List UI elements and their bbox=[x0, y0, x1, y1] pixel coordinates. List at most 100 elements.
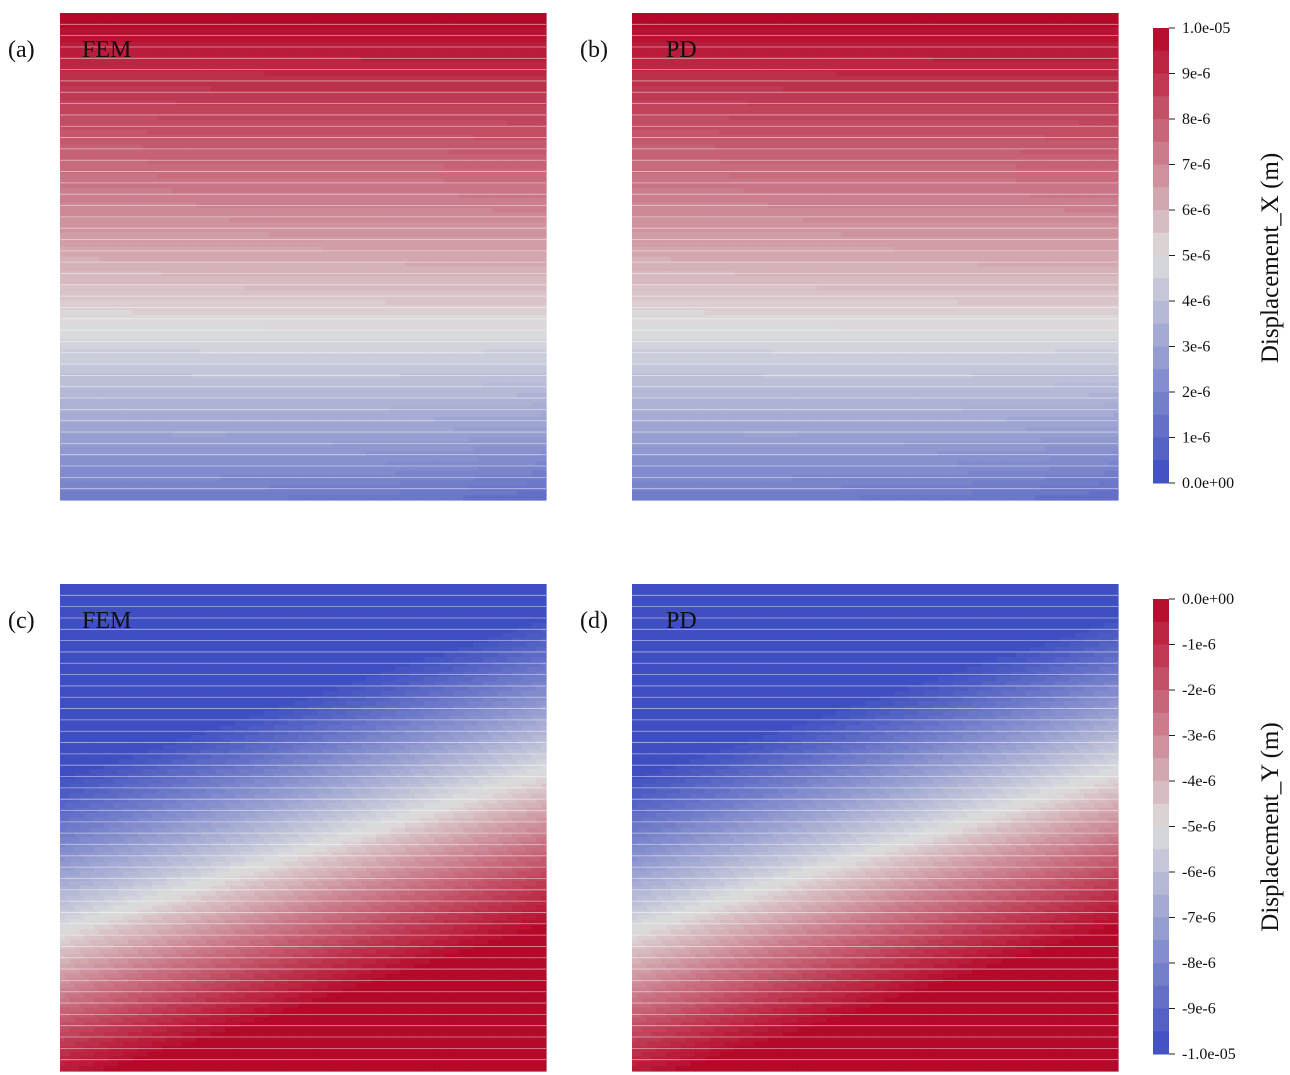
field-cell bbox=[245, 62, 250, 67]
field-cell bbox=[444, 13, 449, 18]
field-cell bbox=[240, 18, 245, 23]
field-cell bbox=[405, 52, 410, 57]
field-cell bbox=[429, 52, 434, 57]
field-cell bbox=[147, 13, 152, 18]
field-cell bbox=[434, 37, 439, 42]
field-cell bbox=[434, 32, 439, 37]
field-cell bbox=[361, 62, 366, 67]
field-cell bbox=[531, 13, 536, 18]
field-cell bbox=[313, 52, 318, 57]
field-cell bbox=[191, 62, 196, 67]
field-cell bbox=[152, 18, 157, 23]
field-cell bbox=[386, 32, 391, 37]
field-cell bbox=[138, 37, 143, 42]
field-cell bbox=[410, 23, 415, 28]
field-cell bbox=[527, 18, 532, 23]
field-cell bbox=[274, 37, 279, 42]
field-cell bbox=[143, 32, 148, 37]
field-cell bbox=[512, 32, 517, 37]
field-cell bbox=[182, 47, 187, 52]
field-cell bbox=[235, 18, 240, 23]
field-cell bbox=[84, 13, 89, 18]
field-cell bbox=[332, 23, 337, 28]
field-cell bbox=[118, 23, 123, 28]
field-cell bbox=[390, 32, 395, 37]
field-cell bbox=[361, 37, 366, 42]
field-cell bbox=[269, 62, 274, 67]
field-cell bbox=[138, 23, 143, 28]
field-cell bbox=[186, 57, 191, 62]
field-cell bbox=[429, 23, 434, 28]
field-cell bbox=[502, 62, 507, 67]
field-cell bbox=[225, 47, 230, 52]
field-cell bbox=[70, 32, 75, 37]
field-cell bbox=[463, 18, 468, 23]
field-cell bbox=[410, 47, 415, 52]
field-cell bbox=[259, 62, 264, 67]
field-cell bbox=[259, 32, 264, 37]
field-cell bbox=[390, 57, 395, 62]
field-cell bbox=[347, 32, 352, 37]
field-cell bbox=[352, 57, 357, 62]
field-cell bbox=[162, 28, 167, 33]
field-cell bbox=[279, 28, 284, 33]
field-cell bbox=[361, 57, 366, 62]
field-cell bbox=[361, 28, 366, 33]
field-cell bbox=[254, 37, 259, 42]
field-cell bbox=[288, 32, 293, 37]
field-cell bbox=[541, 32, 546, 37]
field-cell bbox=[157, 28, 162, 33]
field-cell bbox=[264, 28, 269, 33]
field-cell bbox=[371, 28, 376, 33]
field-cell bbox=[366, 18, 371, 23]
field-cell bbox=[206, 62, 211, 67]
field-cell bbox=[439, 37, 444, 42]
field-cell bbox=[347, 28, 352, 33]
field-cell bbox=[444, 52, 449, 57]
field-cell bbox=[429, 32, 434, 37]
field-cell bbox=[298, 37, 303, 42]
field-cell bbox=[157, 18, 162, 23]
field-cell bbox=[512, 23, 517, 28]
field-cell bbox=[65, 62, 70, 67]
field-cell bbox=[288, 47, 293, 52]
field-cell bbox=[425, 47, 430, 52]
field-cell bbox=[356, 57, 361, 62]
field-cell bbox=[483, 52, 488, 57]
field-cell bbox=[196, 37, 201, 42]
field-cell bbox=[454, 37, 459, 42]
field-cell bbox=[527, 52, 532, 57]
field-cell bbox=[250, 28, 255, 33]
field-cell bbox=[211, 37, 216, 42]
field-cell bbox=[167, 28, 172, 33]
field-cell bbox=[395, 32, 400, 37]
field-cell bbox=[322, 52, 327, 57]
field-cell bbox=[376, 47, 381, 52]
field-cell bbox=[182, 28, 187, 33]
field-cell bbox=[327, 57, 332, 62]
field-cell bbox=[235, 62, 240, 67]
field-cell bbox=[113, 18, 118, 23]
field-cell bbox=[167, 32, 172, 37]
field-cell bbox=[196, 18, 201, 23]
field-cell bbox=[352, 62, 357, 67]
field-cell bbox=[152, 62, 157, 67]
field-cell bbox=[512, 13, 517, 18]
field-cell bbox=[308, 47, 313, 52]
field-cell bbox=[376, 32, 381, 37]
field-cell bbox=[463, 57, 468, 62]
field-cell bbox=[507, 28, 512, 33]
field-cell bbox=[410, 37, 415, 42]
field-cell bbox=[497, 37, 502, 42]
field-cell bbox=[162, 57, 167, 62]
field-cell bbox=[352, 47, 357, 52]
field-cell bbox=[182, 13, 187, 18]
field-cell bbox=[313, 13, 318, 18]
field-cell bbox=[439, 57, 444, 62]
field-cell bbox=[157, 52, 162, 57]
field-cell bbox=[182, 52, 187, 57]
field-cell bbox=[259, 28, 264, 33]
field-cell bbox=[167, 37, 172, 42]
field-cell bbox=[420, 62, 425, 67]
field-cell bbox=[512, 57, 517, 62]
